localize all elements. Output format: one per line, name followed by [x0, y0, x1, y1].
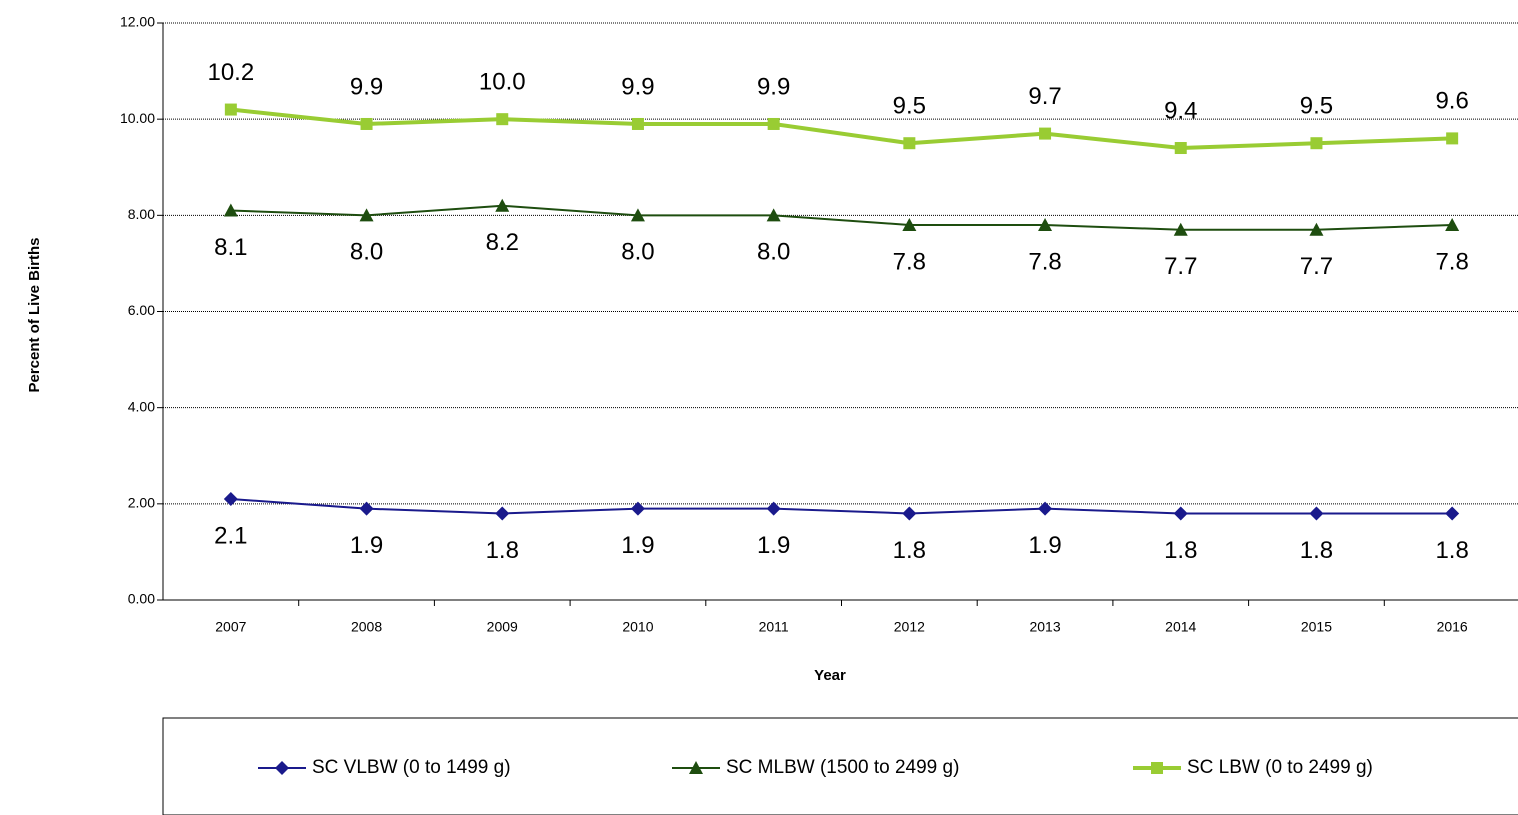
y-tick-label: 4.00 [128, 398, 155, 414]
data-point [1310, 137, 1323, 150]
y-tick-label: 10.00 [120, 110, 155, 126]
data-point [1309, 506, 1324, 521]
data-point [224, 103, 237, 116]
data-point [223, 203, 238, 217]
x-tick-label: 2016 [1437, 619, 1468, 635]
data-label: 1.9 [350, 532, 383, 559]
x-tick-label: 2010 [622, 619, 653, 635]
data-point [767, 117, 780, 130]
data-point [360, 117, 373, 130]
data-label: 7.8 [1028, 248, 1061, 275]
legend-marker [275, 761, 289, 775]
data-point [1309, 222, 1324, 236]
data-label: 7.7 [1300, 253, 1333, 280]
data-point [495, 506, 510, 521]
data-label: 1.8 [893, 537, 926, 564]
y-tick-label: 12.00 [120, 14, 155, 30]
data-point [766, 208, 781, 222]
data-label: 7.8 [893, 248, 926, 275]
data-label: 8.0 [350, 239, 383, 266]
data-label: 1.8 [1435, 537, 1468, 564]
x-tick-label: 2012 [894, 619, 925, 635]
x-tick-label: 2015 [1301, 619, 1332, 635]
data-label: 1.8 [1300, 537, 1333, 564]
data-point [223, 492, 238, 507]
data-label: 1.8 [1164, 537, 1197, 564]
data-label: 9.9 [350, 73, 383, 100]
x-tick-label: 2014 [1165, 619, 1196, 635]
data-point [495, 198, 510, 212]
legend-box [162, 717, 1518, 815]
data-label: 9.5 [893, 93, 926, 120]
data-point [1038, 501, 1053, 516]
data-point [631, 117, 644, 130]
data-label: 1.9 [757, 532, 790, 559]
data-point [902, 506, 917, 521]
series-line [230, 498, 1453, 515]
data-label: 9.7 [1028, 83, 1061, 110]
data-point [630, 208, 645, 222]
data-label: 7.7 [1164, 253, 1197, 280]
data-point [1038, 217, 1053, 231]
legend-marker [689, 761, 703, 774]
data-point [359, 208, 374, 222]
data-label: 10.0 [479, 69, 526, 96]
data-label: 8.0 [621, 239, 654, 266]
data-label: 1.8 [486, 537, 519, 564]
data-point [496, 113, 509, 126]
legend-marker [1151, 762, 1163, 774]
data-point [1173, 506, 1188, 521]
x-axis-title: Year [814, 667, 846, 684]
x-tick-label: 2007 [215, 619, 246, 635]
legend-label: SC VLBW (0 to 1499 g) [312, 757, 511, 778]
data-point [630, 501, 645, 516]
data-point [902, 217, 917, 231]
data-label: 1.9 [1028, 532, 1061, 559]
data-label: 8.1 [214, 234, 247, 261]
data-label: 1.9 [621, 532, 654, 559]
data-point [1445, 217, 1460, 231]
legend-label: SC LBW (0 to 2499 g) [1187, 757, 1373, 778]
x-tick-label: 2011 [759, 619, 789, 635]
data-point [1039, 127, 1052, 140]
y-tick-label: 6.00 [128, 302, 155, 318]
y-tick-label: 0.00 [128, 591, 155, 607]
x-tick-label: 2009 [487, 619, 518, 635]
data-point [1445, 506, 1460, 521]
data-point [1446, 132, 1459, 145]
x-tick-label: 2008 [351, 619, 382, 635]
data-label: 2.1 [214, 522, 247, 549]
data-label: 9.9 [621, 73, 654, 100]
data-label: 9.5 [1300, 93, 1333, 120]
data-point [766, 501, 781, 516]
data-point [359, 501, 374, 516]
series-line [230, 204, 1453, 231]
data-label: 9.9 [757, 73, 790, 100]
data-label: 9.6 [1435, 88, 1468, 115]
data-point [1174, 142, 1187, 155]
y-tick-label: 2.00 [128, 495, 155, 511]
data-label: 9.4 [1164, 97, 1197, 124]
data-label: 8.2 [486, 229, 519, 256]
y-tick-label: 8.00 [128, 206, 155, 222]
series-line [230, 107, 1453, 151]
x-tick-label: 2013 [1029, 619, 1060, 635]
y-axis-title: Percent of Live Births [26, 237, 43, 392]
data-label: 7.8 [1435, 248, 1468, 275]
data-label: 10.2 [207, 59, 254, 86]
legend-label: SC MLBW (1500 to 2499 g) [726, 757, 959, 778]
data-point [1173, 222, 1188, 236]
data-point [903, 137, 916, 150]
data-label: 8.0 [757, 239, 790, 266]
